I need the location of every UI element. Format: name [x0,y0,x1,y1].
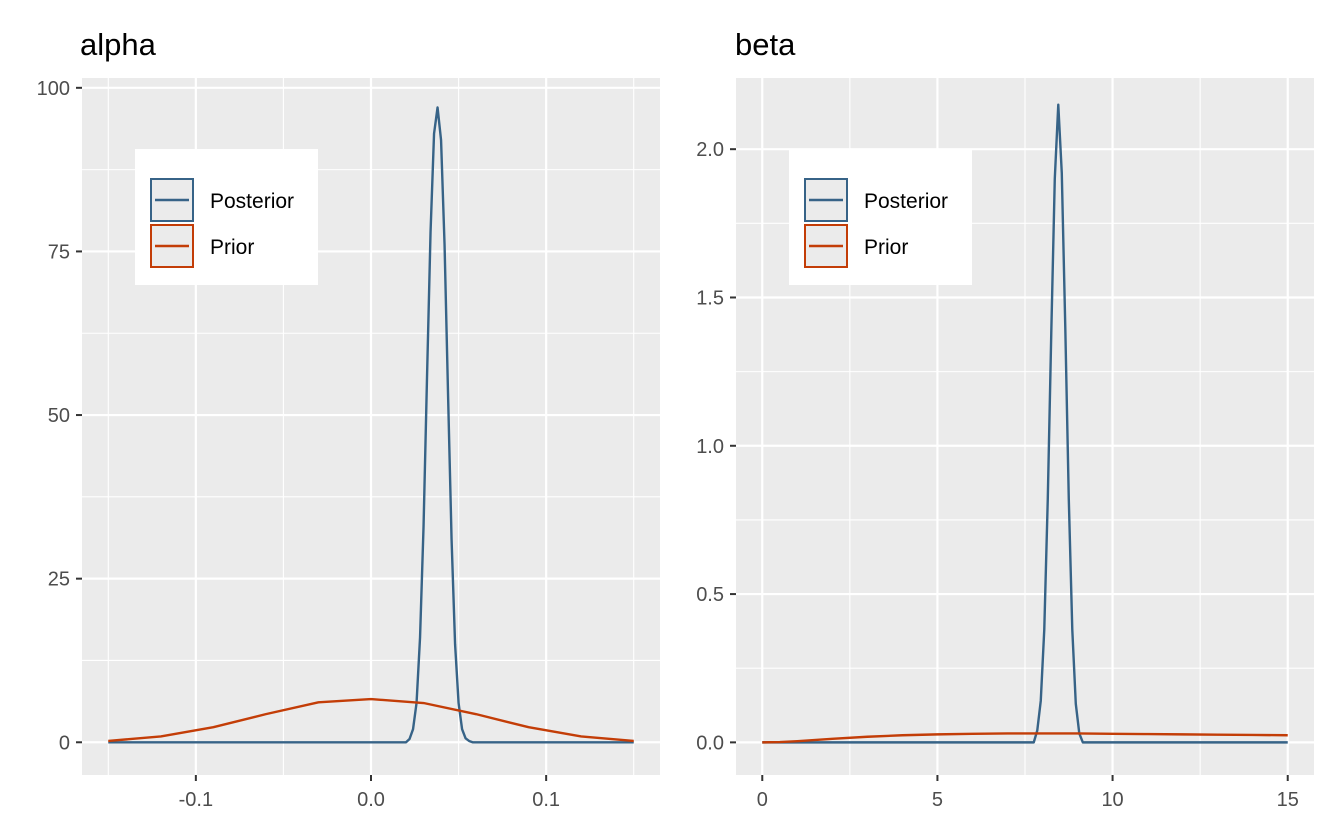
y-tick-label: 0.5 [696,584,724,606]
x-tick-label: 0 [757,789,768,811]
x-tick-label: -0.1 [179,789,213,811]
legend: Posterior Prior [135,149,318,285]
panel-1: beta 0 5 10 15 0.0 0.5 1.0 1.5 2.0 Posterior Prior [696,27,1314,811]
series-line-prior [108,697,634,743]
series-line-posterior [108,106,634,744]
y-tick-label: 2.0 [696,139,724,161]
legend-label: Posterior [210,190,294,213]
legend-label: Posterior [864,190,948,213]
legend-label: Prior [210,236,254,259]
y-tick-label: 1.5 [696,287,724,309]
y-tick-label: 100 [37,78,70,100]
legend-label: Prior [864,236,908,259]
y-tick-label: 1.0 [696,436,724,458]
y-tick-label: 25 [48,569,70,591]
y-tick-label: 75 [48,241,70,263]
series-line-prior [762,732,1288,744]
x-tick-label: 10 [1101,789,1123,811]
x-tick-label: 0.0 [357,789,385,811]
series-line-posterior [762,103,1288,744]
y-tick-label: 0.0 [696,732,724,754]
x-tick-label: 5 [932,789,943,811]
panel-0: alpha -0.1 0.0 0.1 0 25 50 75 100 Posterior Prior [37,27,660,811]
y-tick-label: 0 [59,732,70,754]
legend: Posterior Prior [789,149,972,285]
chart-title: beta [735,27,796,62]
y-tick-label: 50 [48,405,70,427]
x-tick-label: 0.1 [532,789,560,811]
x-tick-label: 15 [1277,789,1299,811]
chart-title: alpha [80,27,157,62]
